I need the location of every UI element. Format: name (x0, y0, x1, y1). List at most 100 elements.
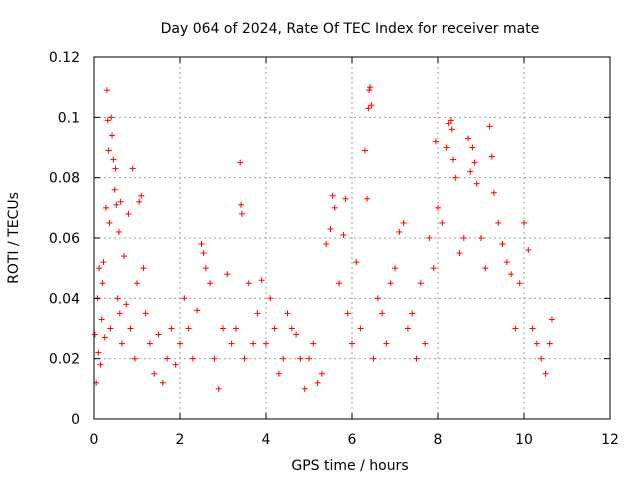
data-point (542, 370, 549, 377)
data-point (215, 385, 222, 392)
data-point (327, 225, 334, 232)
data-point (508, 271, 515, 278)
data-point (293, 331, 300, 338)
data-point (318, 370, 325, 377)
data-point (396, 228, 403, 235)
y-axis-label: ROTI / TECUs (6, 192, 22, 284)
data-point (125, 210, 132, 217)
data-point (280, 355, 287, 362)
data-point (367, 84, 374, 91)
data-point (374, 295, 381, 302)
data-point (185, 325, 192, 332)
data-point (140, 265, 147, 272)
data-point (447, 117, 454, 124)
data-point (432, 138, 439, 145)
data-point (159, 379, 166, 386)
data-point (306, 355, 312, 362)
data-point (134, 280, 140, 287)
y-tick-label: 0.02 (49, 352, 80, 368)
data-point (114, 295, 121, 302)
data-point (250, 340, 257, 347)
data-point (232, 325, 239, 332)
data-point (364, 195, 371, 202)
data-point (301, 385, 308, 392)
x-tick-label: 6 (348, 432, 357, 448)
data-point (392, 265, 398, 272)
data-point (404, 325, 411, 332)
data-point (105, 147, 112, 154)
data-point (142, 310, 149, 317)
data-point (146, 340, 153, 347)
data-point (357, 325, 364, 332)
x-tick-label: 10 (515, 432, 533, 448)
axis-ticks: 0 2 4 6 8 10 12 0 0.02 0.04 0.06 0.08 0.1 0.12 (49, 50, 619, 448)
data-point (340, 231, 347, 238)
data-point (445, 120, 452, 127)
data-point (113, 201, 120, 208)
data-point (198, 241, 205, 248)
data-point (115, 228, 122, 235)
data-point (471, 159, 478, 166)
chart-title: Day 064 of 2024, Rate Of TEC Index for r… (161, 21, 540, 37)
data-point (103, 87, 110, 94)
data-point (107, 325, 114, 332)
data-point (151, 370, 158, 377)
data-point (127, 325, 134, 332)
data-point (131, 355, 138, 362)
data-point (342, 195, 349, 202)
data-point (220, 325, 226, 332)
data-point (164, 355, 171, 362)
y-tick-label: 0.04 (49, 291, 80, 307)
data-point (129, 165, 136, 172)
data-point (241, 355, 248, 362)
data-point (109, 132, 116, 139)
data-point (224, 271, 231, 278)
data-point (228, 340, 235, 347)
y-tick-label: 0 (71, 412, 80, 428)
data-point (108, 114, 115, 121)
data-point (267, 295, 274, 302)
data-point (194, 307, 201, 314)
data-point (495, 219, 502, 226)
data-point (101, 334, 108, 341)
data-point (366, 87, 373, 94)
data-point (548, 316, 555, 323)
data-point (435, 204, 441, 211)
data-point (189, 355, 196, 362)
x-axis-label: GPS time / hours (291, 458, 408, 474)
data-point (516, 280, 523, 287)
data-point (110, 156, 117, 163)
data-point (499, 241, 506, 248)
data-point (117, 198, 124, 205)
data-point (238, 210, 245, 217)
data-point (237, 159, 244, 166)
data-point (314, 379, 321, 386)
data-point (478, 235, 484, 241)
data-point (168, 325, 175, 332)
data-point (172, 361, 179, 368)
data-point (112, 165, 119, 172)
data-point (288, 325, 295, 332)
data-point (284, 310, 291, 317)
x-tick-label: 12 (601, 432, 619, 448)
data-point (116, 310, 123, 317)
data-point (409, 310, 416, 317)
data-point (155, 331, 162, 338)
data-point (200, 250, 207, 257)
data-point (387, 280, 394, 287)
data-point (95, 349, 102, 356)
data-point (331, 204, 338, 211)
data-point (275, 370, 282, 377)
data-point (525, 247, 532, 254)
data-point (181, 295, 188, 302)
data-point (417, 280, 424, 287)
data-point (439, 219, 446, 226)
y-tick-label: 0.12 (49, 50, 80, 66)
y-tick-label: 0.1 (58, 110, 80, 126)
data-point (521, 219, 527, 226)
x-tick-label: 4 (262, 432, 271, 448)
data-point (452, 174, 459, 181)
data-point (503, 259, 510, 266)
data-point (450, 156, 457, 163)
data-point (370, 355, 377, 362)
